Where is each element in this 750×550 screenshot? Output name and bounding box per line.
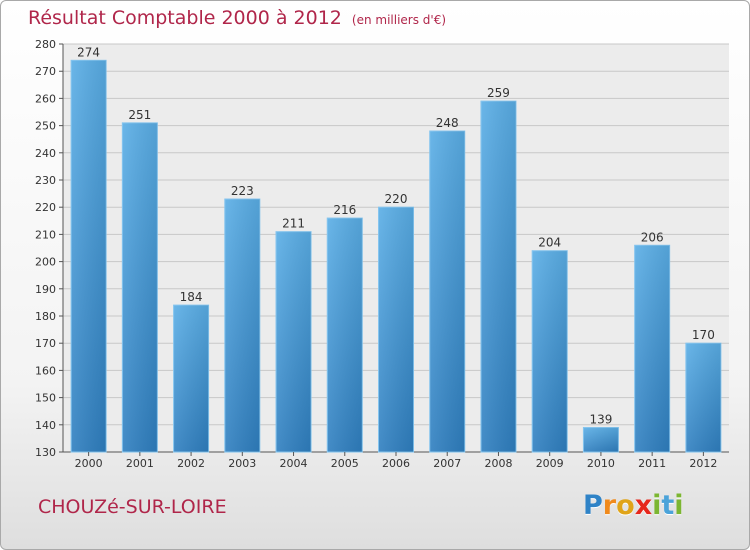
bar-shade [224, 199, 260, 452]
y-tick-label: 250 [35, 120, 56, 133]
data-label: 170 [692, 328, 715, 342]
y-tick-label: 180 [35, 310, 56, 323]
bar-shade [685, 343, 721, 452]
town-name: CHOUZé-SUR-LOIRE [38, 496, 227, 518]
data-label: 206 [641, 230, 664, 244]
x-tick-label: 2001 [126, 457, 154, 470]
x-tick-label: 2003 [228, 457, 256, 470]
x-tick-label: 2009 [536, 457, 564, 470]
data-label: 251 [128, 108, 151, 122]
data-label: 216 [333, 203, 356, 217]
x-tick-label: 2002 [177, 457, 205, 470]
logo-letter: r [602, 490, 617, 521]
y-tick-label: 140 [35, 419, 56, 432]
x-tick-label: 2000 [75, 457, 103, 470]
bar-shade [378, 207, 414, 452]
y-tick-label: 220 [35, 201, 56, 214]
y-tick-label: 260 [35, 92, 56, 105]
bar-shade [122, 122, 158, 452]
x-tick-label: 2005 [331, 457, 359, 470]
y-tick-label: 200 [35, 256, 56, 269]
bar-shade [634, 245, 670, 452]
x-tick-label: 2010 [587, 457, 615, 470]
logo-letter: P [583, 490, 603, 521]
proxiti-logo: Proxiti [583, 490, 684, 521]
y-tick-label: 130 [35, 446, 56, 459]
data-label: 223 [231, 184, 254, 198]
bar-shade [480, 101, 516, 453]
y-tick-label: 170 [35, 337, 56, 350]
bar-shade [276, 231, 312, 452]
bar-shade [532, 250, 568, 452]
y-tick-label: 210 [35, 228, 56, 241]
bar-shade [327, 218, 363, 452]
y-tick-label: 270 [35, 65, 56, 78]
chart-title: Résultat Comptable 2000 à 2012 (en millie… [28, 7, 446, 29]
data-label: 211 [282, 217, 305, 231]
logo-letter: x [634, 490, 653, 521]
data-label: 259 [487, 86, 510, 100]
y-tick-label: 230 [35, 174, 56, 187]
bar-shade [173, 305, 209, 452]
chart-title-text: Résultat Comptable 2000 à 2012 [28, 7, 342, 29]
data-label: 274 [77, 45, 100, 59]
x-tick-label: 2008 [484, 457, 512, 470]
y-tick-label: 280 [35, 38, 56, 51]
bar-shade [429, 131, 465, 453]
logo-letter: i [674, 490, 684, 521]
logo-letter: t [661, 490, 675, 521]
data-label: 248 [436, 116, 459, 130]
chart-subtitle: (en milliers d'€) [351, 13, 447, 27]
y-tick-label: 240 [35, 147, 56, 160]
data-label: 184 [180, 290, 203, 304]
bar-shade [583, 427, 619, 452]
x-tick-label: 2006 [382, 457, 410, 470]
y-tick-label: 150 [35, 392, 56, 405]
data-label: 204 [538, 236, 561, 250]
logo-letter: o [616, 490, 635, 521]
x-tick-label: 2004 [280, 457, 308, 470]
data-label: 139 [589, 413, 612, 427]
bar-shade [71, 60, 107, 452]
y-tick-label: 190 [35, 283, 56, 296]
x-tick-label: 2011 [638, 457, 666, 470]
y-tick-label: 160 [35, 364, 56, 377]
x-tick-label: 2012 [689, 457, 717, 470]
data-label: 220 [385, 192, 408, 206]
x-tick-label: 2007 [433, 457, 461, 470]
logo-letter: i [652, 490, 662, 521]
